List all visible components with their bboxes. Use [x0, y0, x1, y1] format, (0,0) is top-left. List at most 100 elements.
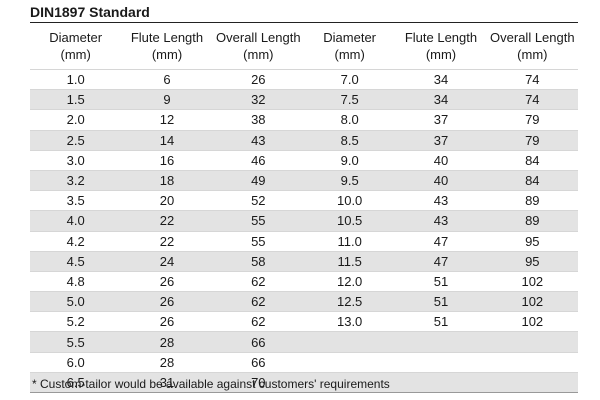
- table-cell: 7.5: [303, 89, 396, 110]
- table-cell: 5.0: [30, 291, 122, 312]
- table-cell: 16: [121, 149, 213, 171]
- table-row: 4.0 22 55 10.5 43 89: [30, 210, 578, 231]
- table-cell: 32: [212, 89, 304, 110]
- table-cell: 47: [395, 250, 487, 272]
- table-row: 5.2 26 62 13.0 51 102: [30, 311, 578, 332]
- table-cell: 5.5: [30, 331, 122, 353]
- empty-cell: [486, 331, 578, 353]
- table-cell: 38: [212, 109, 304, 131]
- table-cell: 58: [212, 250, 304, 272]
- table-row: 3.5 20 52 10.0 43 89: [30, 190, 578, 211]
- column-header: Overall Length (mm): [487, 23, 578, 70]
- table-cell: 1.0: [30, 68, 122, 90]
- table-row: 3.2 18 49 9.5 40 84: [30, 169, 578, 191]
- table-row: 5.5 28 66: [30, 331, 578, 353]
- table-body: 1.0 6 26 7.0 34 74 1.5 9 32 7.5 34 74 2.0 12 38 8.0 37 79…: [30, 68, 578, 393]
- table-cell: 84: [486, 149, 578, 171]
- table-cell: 9.5: [303, 169, 396, 191]
- table-cell: 26: [212, 68, 304, 90]
- table-cell: 1.5: [30, 89, 122, 110]
- table-cell: 102: [486, 291, 578, 312]
- header-unit: (mm): [60, 47, 91, 62]
- table-cell: 20: [121, 190, 213, 211]
- table-cell: 37: [395, 129, 487, 151]
- table-cell: 13.0: [303, 311, 396, 332]
- table-cell: 2.0: [30, 109, 122, 131]
- table-cell: 51: [395, 291, 487, 312]
- header-name: Flute Length: [130, 30, 204, 45]
- table-cell: 95: [486, 230, 578, 252]
- table-row: 1.5 9 32 7.5 34 74: [30, 89, 578, 110]
- table-cell: 40: [395, 149, 487, 171]
- table-cell: 24: [121, 250, 213, 272]
- header-name: Overall Length: [216, 30, 301, 45]
- table-cell: 102: [486, 270, 578, 292]
- header-name: Diameter: [323, 30, 377, 45]
- header-unit: (mm): [425, 47, 457, 62]
- table-cell: 6: [121, 68, 213, 90]
- table-cell: 102: [486, 311, 578, 332]
- table-cell: 26: [121, 270, 213, 292]
- table-row: 2.0 12 38 8.0 37 79: [30, 109, 578, 131]
- table-cell: 26: [121, 311, 213, 332]
- table-cell: 8.5: [303, 129, 396, 151]
- empty-cell: [303, 331, 396, 353]
- table-row: 6.5 31 70: [30, 371, 578, 393]
- table-cell: 8.0: [303, 109, 396, 131]
- table-cell: 95: [486, 250, 578, 272]
- table-cell: 12.5: [303, 291, 396, 312]
- table-cell: 34: [395, 89, 487, 110]
- header-name: Overall Length: [490, 30, 575, 45]
- table-cell: 43: [395, 190, 487, 211]
- column-header: Diameter (mm): [304, 23, 395, 70]
- spec-table: Diameter (mm) Flute Length (mm) Overall Leng…: [30, 22, 578, 393]
- header-row: Diameter (mm) Flute Length (mm) Overall Leng…: [30, 23, 578, 70]
- empty-cell: [303, 351, 396, 373]
- empty-cell: [303, 371, 396, 393]
- table-cell: 62: [212, 291, 304, 312]
- table-cell: 9: [121, 89, 213, 110]
- table-cell: 3.5: [30, 190, 122, 211]
- table-cell: 66: [212, 331, 304, 353]
- empty-cell: [395, 331, 487, 353]
- column-header: Overall Length (mm): [213, 23, 304, 70]
- table-cell: 79: [486, 109, 578, 131]
- table-cell: 84: [486, 169, 578, 191]
- table-cell: 10.0: [303, 190, 396, 211]
- table-cell: 52: [212, 190, 304, 211]
- table-cell: 14: [121, 129, 213, 151]
- header-unit: (mm): [243, 47, 274, 62]
- table-cell: 3.2: [30, 169, 122, 191]
- header-unit: (mm): [334, 47, 365, 62]
- table-cell: 22: [121, 210, 213, 231]
- table-cell: 47: [395, 230, 487, 252]
- table-cell: 51: [395, 311, 487, 332]
- empty-cell: [395, 351, 487, 373]
- table-cell: 43: [212, 129, 304, 151]
- table-row: 5.0 26 62 12.5 51 102: [30, 291, 578, 312]
- table-cell: 34: [395, 68, 487, 90]
- table-cell: 9.0: [303, 149, 396, 171]
- table-cell: 3.0: [30, 149, 122, 171]
- table-cell: 55: [212, 210, 304, 231]
- table-cell: 40: [395, 169, 487, 191]
- table-row: 4.2 22 55 11.0 47 95: [30, 230, 578, 252]
- table-row: 4.8 26 62 12.0 51 102: [30, 270, 578, 292]
- table-cell: 4.8: [30, 270, 122, 292]
- table-cell: 5.2: [30, 311, 122, 332]
- header-unit: (mm): [517, 47, 548, 62]
- table-cell: 11.5: [303, 250, 396, 272]
- table-cell: 12.0: [303, 270, 396, 292]
- empty-cell: [395, 371, 487, 393]
- header-name: Diameter: [49, 30, 103, 45]
- footnote: * Custom-tailor would be available again…: [32, 377, 390, 391]
- table-cell: 7.0: [303, 68, 396, 90]
- table-cell: 31: [121, 371, 213, 393]
- table-cell: 89: [486, 190, 578, 211]
- table-cell: 6.5: [30, 371, 122, 393]
- table-cell: 79: [486, 129, 578, 151]
- table-row: 6.0 28 66: [30, 351, 578, 373]
- table-cell: 4.5: [30, 250, 122, 272]
- table-cell: 18: [121, 169, 213, 191]
